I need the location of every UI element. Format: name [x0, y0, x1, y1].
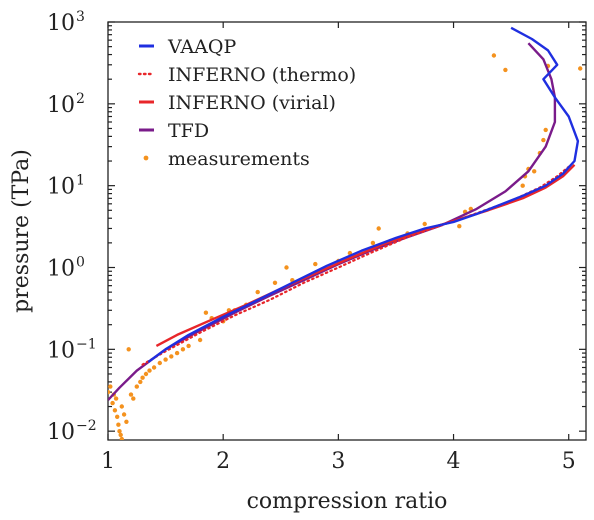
y-tick-exponent: −1	[76, 336, 97, 352]
measurement-point	[108, 384, 113, 389]
plot-frame	[107, 21, 587, 441]
legend-label-inferno-thermo: INFERNO (thermo)	[168, 64, 356, 86]
series-measurements	[108, 53, 583, 440]
measurement-point	[169, 354, 174, 359]
measurement-point	[124, 419, 129, 424]
measurement-point	[503, 67, 508, 73]
measurement-point	[108, 389, 111, 395]
legend-label-measurements: measurements	[168, 148, 310, 170]
measurement-point	[119, 436, 124, 440]
measurement-point	[163, 357, 168, 362]
x-tick-label: 3	[331, 449, 345, 474]
measurement-point	[118, 432, 123, 438]
measurement-point	[272, 280, 278, 285]
measurement-point	[143, 371, 149, 377]
measurement-point	[180, 347, 186, 352]
measurement-point	[541, 137, 546, 143]
measurement-point	[313, 261, 318, 267]
measurement-point	[197, 337, 203, 343]
measurement-point	[140, 375, 145, 380]
measurement-point	[112, 408, 118, 413]
measurement-point	[113, 396, 119, 401]
measurement-point	[174, 350, 180, 356]
y-tick-exponent: 2	[76, 91, 85, 107]
measurement-point	[126, 347, 131, 352]
x-axis-label: compression ratio	[247, 489, 448, 514]
legend-marker-measurements	[143, 155, 149, 161]
y-tick-exponent: 0	[76, 255, 85, 271]
legend-label-vaaqp: VAAQP	[167, 36, 236, 58]
x-tick-label: 5	[562, 449, 576, 474]
measurement-point	[116, 422, 121, 427]
measurement-point	[121, 412, 127, 417]
legend-label-tfd: TFD	[168, 120, 209, 142]
y-tick-exponent: 1	[76, 173, 85, 189]
x-tick-label: 1	[101, 449, 115, 474]
measurement-point	[422, 221, 427, 227]
y-tick-exponent: −2	[76, 418, 97, 434]
x-tick-label: 4	[447, 449, 461, 474]
series-layer	[108, 26, 583, 440]
y-tick-label: 10	[47, 257, 75, 282]
measurement-point	[186, 343, 191, 349]
measurement-point	[157, 360, 162, 366]
y-axis-label: pressure (TPa)	[9, 149, 34, 313]
series-line-vaaqp	[147, 26, 580, 363]
measurement-point	[255, 289, 260, 295]
y-tick-label: 10	[47, 420, 75, 445]
measurement-point	[520, 183, 525, 188]
series-line-inferno-virial	[155, 163, 576, 347]
y-tick-label: 10	[47, 11, 75, 36]
measurement-point	[370, 240, 376, 246]
measurement-point	[117, 429, 122, 434]
measurement-point	[532, 169, 537, 174]
series-line-inferno-thermo	[141, 165, 570, 366]
y-tick-label: 10	[47, 338, 75, 363]
measurement-point	[284, 265, 289, 270]
measurement-point	[134, 384, 139, 389]
measurement-point	[543, 127, 548, 133]
y-tick-label: 10	[47, 93, 75, 118]
measurement-point	[457, 224, 462, 229]
measurement-point	[128, 392, 134, 397]
measurement-point	[110, 400, 115, 406]
measurement-point	[131, 396, 136, 401]
measurement-point	[376, 226, 381, 231]
measurement-point	[578, 66, 583, 71]
y-tick-exponent: 3	[76, 9, 85, 25]
y-tick-label: 10	[47, 175, 75, 200]
legend: VAAQP INFERNO (thermo) INFERNO (virial) TFD…	[137, 36, 356, 170]
legend-label-inferno-virial: INFERNO (virial)	[168, 92, 336, 114]
measurement-point	[203, 310, 209, 315]
measurement-point	[151, 365, 157, 370]
measurement-point	[119, 404, 125, 409]
measurement-point	[491, 53, 497, 58]
x-tick-label: 2	[216, 449, 230, 474]
measurement-point	[115, 414, 120, 419]
measurement-point	[147, 368, 152, 373]
measurement-point	[138, 379, 143, 385]
